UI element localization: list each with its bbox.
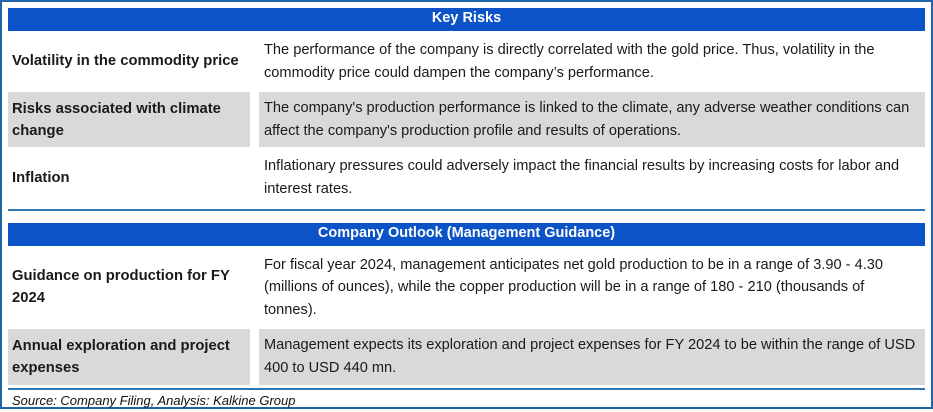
table-row: Inflation Inflationary pressures could a…	[8, 150, 925, 205]
table-row: Annual exploration and project expenses …	[8, 329, 925, 385]
outlook-label: Guidance on production for FY 2024	[12, 268, 230, 307]
source-note: Source: Company Filing, Analysis: Kalkin…	[12, 392, 296, 408]
outlook-description: Management expects its exploration and p…	[259, 329, 925, 385]
outlook-label: Annual exploration and project expenses	[8, 329, 250, 385]
table-spacer	[8, 211, 925, 223]
outlook-description: For fiscal year 2024, management anticip…	[264, 256, 884, 318]
risk-label: Inflation	[12, 169, 70, 186]
risk-description: Inflationary pressures could adversely i…	[264, 158, 900, 197]
risk-label: Risks associated with climate change	[8, 92, 250, 148]
table-row: Guidance on production for FY 2024 For f…	[8, 249, 925, 327]
risk-description: The company's production performance is …	[259, 92, 925, 148]
key-risks-table-title: Key Risks	[8, 8, 925, 31]
risk-description: The performance of the company is direct…	[264, 41, 875, 81]
company-outlook-table: Company Outlook (Management Guidance) Gu…	[8, 222, 925, 390]
table-row: Volatility in the commodity price The pe…	[8, 34, 925, 89]
table-row: Risks associated with climate change The…	[8, 92, 925, 148]
key-risks-table: Key Risks Volatility in the commodity pr…	[8, 8, 925, 211]
company-outlook-table-title: Company Outlook (Management Guidance)	[8, 222, 925, 246]
risk-label: Volatility in the commodity price	[12, 53, 239, 70]
